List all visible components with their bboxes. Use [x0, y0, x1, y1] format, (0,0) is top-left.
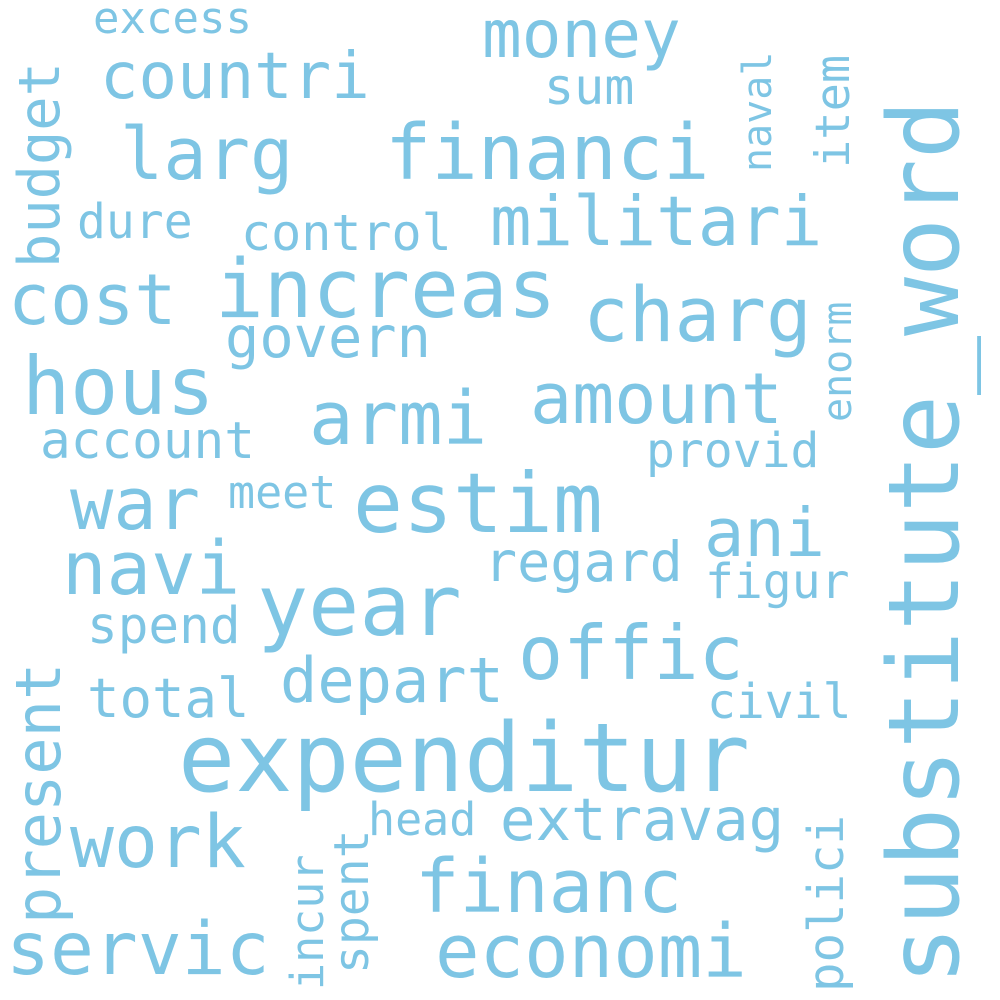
- word-regard: regard: [484, 530, 683, 594]
- word-budget: budget: [7, 62, 73, 268]
- word-item: item: [806, 54, 861, 168]
- word-spend: spend: [87, 597, 241, 656]
- word-provid: provid: [646, 423, 820, 479]
- word-incur: incur: [281, 854, 334, 990]
- word-dure: dure: [77, 194, 193, 250]
- word-economi: economi: [435, 909, 747, 995]
- word-polici: polici: [798, 814, 855, 992]
- word-year: year: [257, 557, 462, 656]
- word-estim: estim: [353, 455, 603, 552]
- word-hous: hous: [22, 340, 215, 433]
- word-head: head: [368, 793, 477, 846]
- word-civil: civil: [707, 674, 852, 730]
- word-ani: ani: [704, 494, 826, 572]
- word-meet: meet: [228, 466, 337, 519]
- word-excess: excess: [93, 0, 252, 44]
- word-increas: increas: [215, 243, 557, 337]
- word-govern: govern: [225, 305, 431, 371]
- word-militari: militari: [490, 182, 823, 262]
- word-cost: cost: [8, 259, 177, 341]
- word-control: control: [241, 204, 452, 262]
- word-charg: charg: [583, 270, 812, 359]
- word-war: war: [70, 462, 201, 546]
- word-offic: offic: [518, 609, 744, 697]
- word-present: present: [2, 662, 75, 924]
- word-naval: naval: [735, 51, 781, 172]
- word-substitute-word: substitute_word: [868, 99, 982, 985]
- word-amount: amount: [530, 358, 783, 440]
- word-servic: servic: [6, 907, 270, 992]
- word-figur: figur: [705, 554, 850, 610]
- word-countri: countri: [100, 40, 370, 114]
- word-money: money: [482, 0, 681, 73]
- word-enorm: enorm: [815, 301, 861, 422]
- word-depart: depart: [280, 644, 504, 717]
- word-sum: sum: [544, 58, 635, 116]
- word-total: total: [87, 667, 250, 730]
- word-financ: financ: [415, 844, 683, 930]
- word-larg: larg: [120, 112, 294, 196]
- word-navi: navi: [62, 526, 241, 612]
- word-work: work: [70, 800, 246, 885]
- word-financi: financi: [385, 109, 710, 198]
- word-expenditur: expenditur: [178, 704, 750, 814]
- word-armi: armi: [309, 376, 488, 462]
- word-extravag: extravag: [500, 785, 785, 854]
- word-account: account: [40, 412, 255, 471]
- word-spent: spent: [324, 829, 380, 975]
